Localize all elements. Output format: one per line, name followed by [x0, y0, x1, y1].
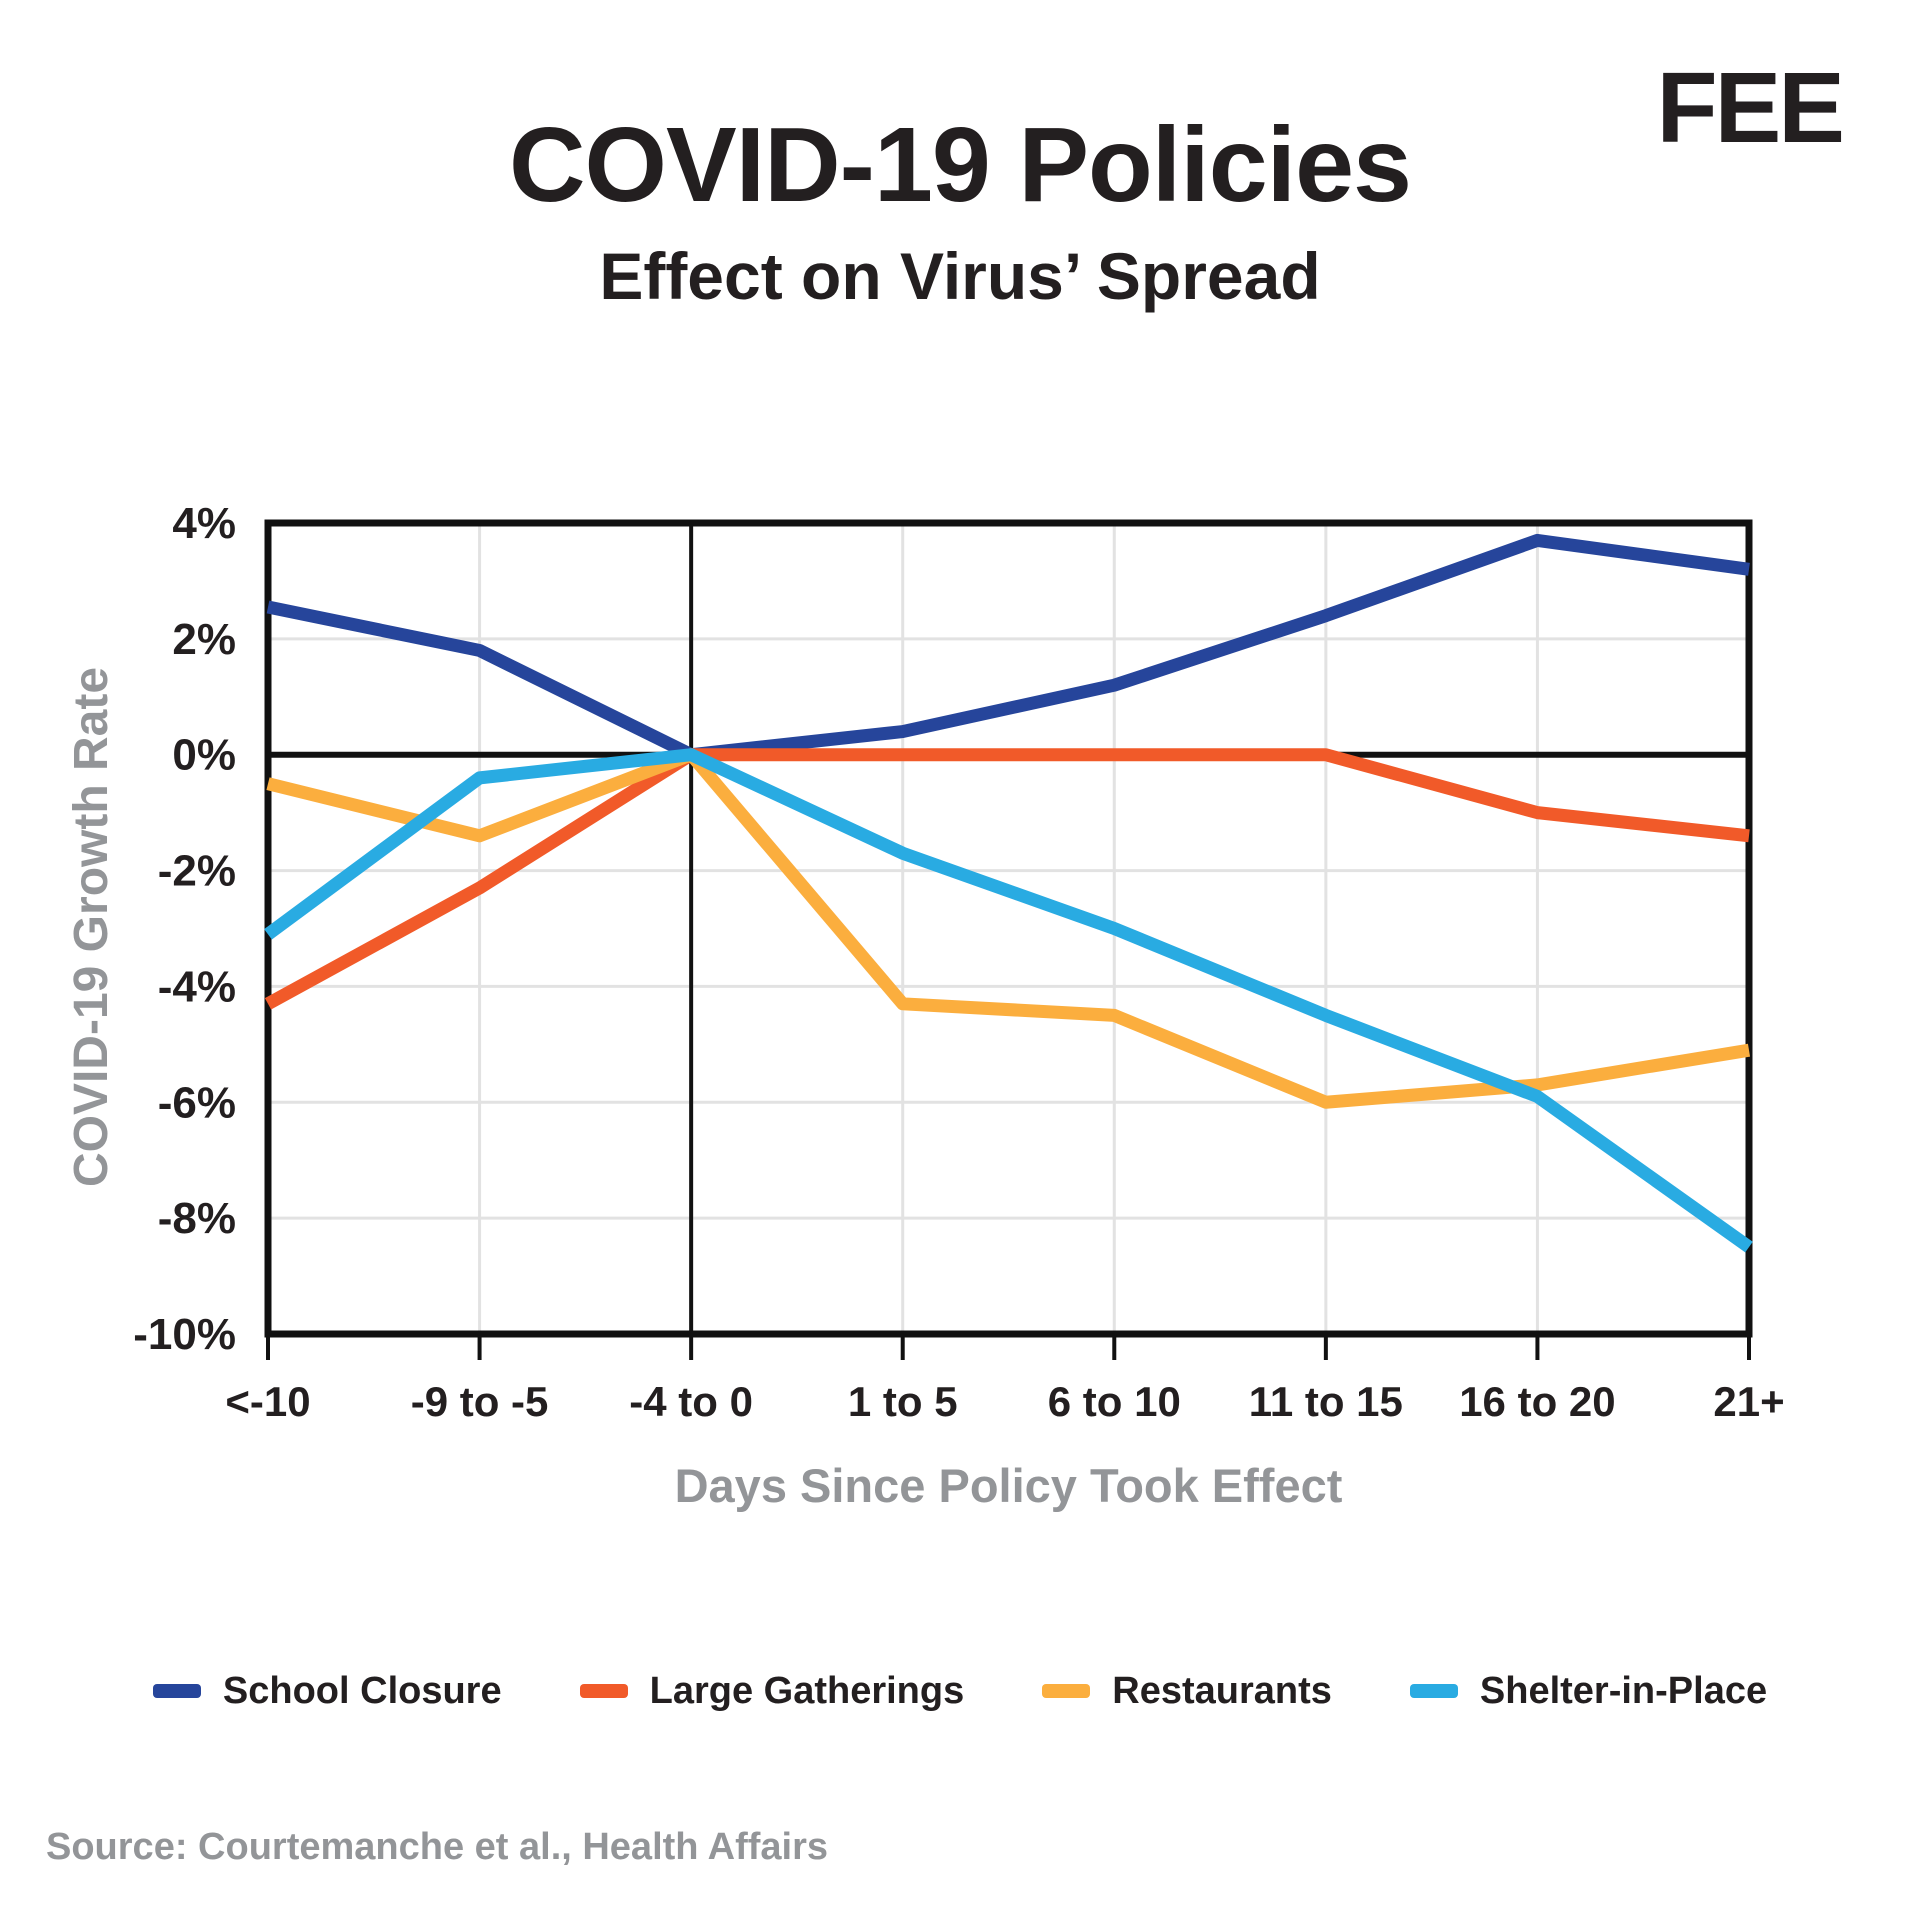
legend-label: Restaurants [1112, 1670, 1332, 1712]
x-tick-label: -4 to 0 [629, 1378, 753, 1425]
x-tick-label: 16 to 20 [1459, 1378, 1615, 1425]
x-tick-label: <-10 [225, 1378, 310, 1425]
x-tick-label: 21+ [1713, 1378, 1784, 1425]
legend: School Closure Large Gatherings Restaurant… [0, 1672, 1920, 1710]
legend-item: School Closure [152, 1670, 502, 1712]
fee-logo: FEE [1656, 52, 1845, 164]
legend-swatch-icon [579, 1684, 628, 1698]
x-tick-label: 6 to 10 [1048, 1378, 1181, 1425]
legend-item: Shelter-in-Place [1409, 1670, 1768, 1712]
plot-border [264, 519, 1753, 1338]
x-tick-label: -9 to -5 [411, 1378, 549, 1425]
source-note: Source: Courtemanche et al., Health Affa… [46, 1826, 829, 1868]
x-tick-label: 11 to 15 [1249, 1378, 1403, 1425]
x-axis-title: Days Since Policy Took Effect [674, 1459, 1343, 1512]
page-subtitle: Effect on Virus’ Spread [599, 239, 1321, 313]
y-tick-label: 0% [172, 731, 236, 780]
legend-item: Large Gatherings [579, 1670, 965, 1712]
legend-label: Shelter-in-Place [1479, 1670, 1768, 1712]
legend-label: School Closure [222, 1670, 502, 1712]
y-tick-label: 2% [172, 615, 236, 664]
x-tick-label: 1 to 5 [848, 1378, 958, 1425]
y-tick-label: -10% [133, 1310, 236, 1359]
legend-label: Large Gatherings [649, 1670, 965, 1712]
y-tick-label: -4% [158, 962, 236, 1011]
page-title: COVID-19 Policies [508, 106, 1412, 224]
series-line-large-gatherings [264, 748, 1750, 1010]
legend-swatch-icon [1409, 1684, 1458, 1698]
y-tick-label: -8% [158, 1194, 236, 1243]
series-line-shelter-in-place [264, 748, 1753, 1253]
legend-swatch-icon [1042, 1684, 1091, 1698]
legend-swatch-icon [152, 1684, 201, 1698]
y-tick-label: 4% [172, 499, 236, 548]
legend-item: Restaurants [1042, 1672, 1332, 1710]
y-tick-label: -6% [158, 1078, 236, 1127]
y-tick-label: -2% [158, 847, 236, 896]
series-line-school-closure [266, 533, 1750, 762]
